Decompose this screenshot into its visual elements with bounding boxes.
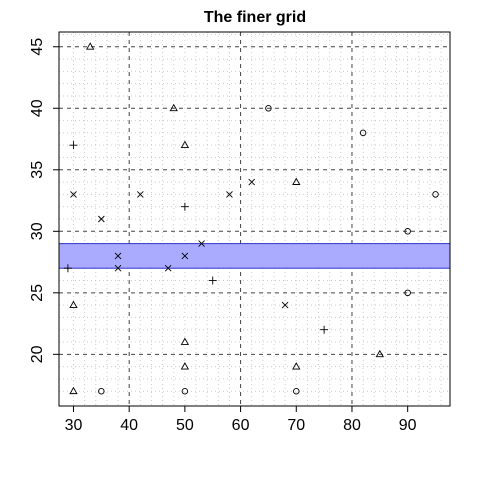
y-tick-label: 30 xyxy=(29,222,46,240)
data-point-circle xyxy=(404,289,411,297)
data-point-cross xyxy=(114,252,122,260)
plot-frame xyxy=(58,31,451,407)
axes-layer: 30 40 50 60 70 80 90 20 25 30 35 40 45 xyxy=(29,38,417,434)
data-point-triangle xyxy=(292,362,301,370)
data-point-circle xyxy=(98,387,105,395)
data-point-circle xyxy=(404,228,411,235)
data-point-cross xyxy=(198,240,205,247)
data-point-circle xyxy=(265,105,272,112)
data-point-circle xyxy=(432,191,439,198)
data-point-plus xyxy=(69,141,78,150)
data-point-plus xyxy=(180,202,189,211)
data-point-cross xyxy=(164,264,172,272)
y-tick-label: 20 xyxy=(29,345,46,363)
points-layer xyxy=(63,42,439,395)
data-point-plus xyxy=(63,264,72,273)
data-point-cross xyxy=(70,191,77,198)
data-point-triangle xyxy=(292,177,301,185)
data-point-cross xyxy=(281,301,289,309)
y-tick-label: 35 xyxy=(29,161,46,179)
data-point-triangle xyxy=(86,42,95,50)
data-point-triangle xyxy=(169,103,178,112)
x-tick-label: 60 xyxy=(232,417,250,434)
data-point-circle xyxy=(359,129,367,137)
grid-layer xyxy=(59,32,450,406)
x-tick-label: 90 xyxy=(399,417,417,434)
x-tick-label: 40 xyxy=(120,417,138,434)
x-tick-label: 80 xyxy=(343,417,361,434)
data-point-cross xyxy=(248,178,256,186)
y-tick-label: 25 xyxy=(29,284,46,302)
y-tick-label: 45 xyxy=(29,38,46,56)
data-point-triangle xyxy=(375,349,384,358)
data-point-cross xyxy=(98,215,105,223)
data-point-plus xyxy=(320,325,329,334)
chart-title: The finer grid xyxy=(204,9,306,26)
data-point-cross xyxy=(181,252,189,260)
x-tick-label: 30 xyxy=(65,417,83,434)
data-point-triangle xyxy=(180,140,190,149)
band-layer xyxy=(58,243,451,269)
x-tick-label: 50 xyxy=(176,417,194,434)
data-point-triangle xyxy=(69,386,78,395)
data-point-triangle xyxy=(180,337,190,345)
data-point-cross xyxy=(226,191,233,198)
data-point-cross xyxy=(137,191,144,198)
highlight-band xyxy=(58,243,451,269)
x-tick-label: 70 xyxy=(287,417,305,434)
data-point-circle xyxy=(181,387,189,395)
y-tick-label: 40 xyxy=(29,99,46,117)
data-point-circle xyxy=(293,387,300,395)
data-point-triangle xyxy=(69,300,78,308)
data-point-triangle xyxy=(180,362,190,370)
data-point-cross xyxy=(114,264,122,272)
data-point-plus xyxy=(208,276,217,285)
